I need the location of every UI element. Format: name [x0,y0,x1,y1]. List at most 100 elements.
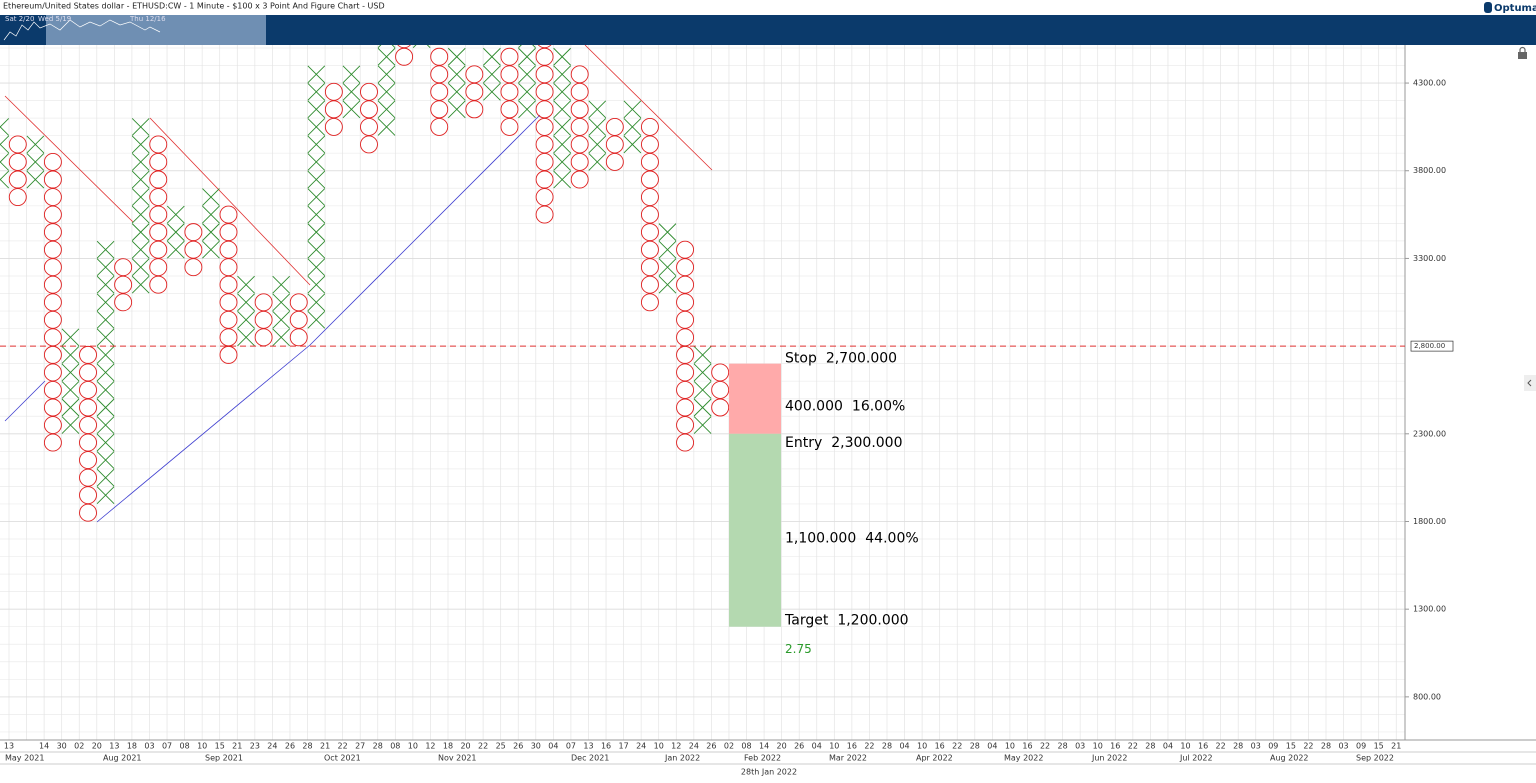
x-box [96,451,115,469]
x-column [131,118,150,294]
ratio-label: 2.75 [785,642,812,656]
x-box [307,205,326,224]
o-column [79,345,97,522]
y-tick-label: 800.00 [1413,692,1441,701]
o-box [535,82,554,101]
x-box [658,275,677,294]
x-column [447,47,466,119]
x-tick-label: 10 [829,742,839,751]
o-box [79,433,97,452]
x-box [237,293,255,312]
o-box [289,328,308,347]
o-box [360,100,378,119]
o-box [219,293,238,312]
entry-label-value: 2,300.000 [831,435,902,451]
o-box [605,117,624,136]
o-box [79,398,97,417]
x-box [377,100,396,119]
x-box [202,223,220,241]
x-tick-label: 22 [1303,742,1313,751]
o-box [43,275,62,294]
x-box [447,100,466,119]
x-column [96,240,115,504]
month-label: May 2022 [1004,754,1043,763]
x-box [307,135,326,154]
x-tick-label: 26 [285,742,295,751]
x-tick-label: 15 [1374,742,1384,751]
x-box [307,275,326,294]
o-box [79,503,97,522]
x-box [96,363,115,382]
x-box [131,205,150,224]
o-box [360,82,378,101]
x-tick-label: 20 [777,742,787,751]
o-box [676,381,695,399]
o-box [535,117,554,136]
o-column [430,47,449,136]
o-box [219,258,238,277]
o-box [430,65,449,84]
o-box [149,240,168,259]
x-tick-label: 18 [443,742,453,751]
trend-line [4,95,134,223]
month-label: Jul 2022 [1179,754,1213,763]
x-column [26,135,45,189]
x-box [342,65,361,84]
o-box [640,240,659,259]
side-panel-toggle[interactable] [1524,375,1536,391]
x-box [658,223,677,241]
x-box [131,188,150,206]
o-box [149,205,168,224]
o-box [535,170,554,189]
x-box [237,275,255,294]
trend-line [149,117,311,286]
x-box [202,240,220,259]
o-box [8,135,27,154]
o-box [360,117,378,136]
x-box [131,258,150,277]
logo-icon [1484,2,1492,13]
o-box [219,328,238,347]
x-box [342,83,361,101]
navigator-label: Wed 5/19 [38,15,71,23]
x-tick-label: 21 [1391,742,1401,751]
x-tick-label: 15 [215,742,225,751]
x-tick-label: 16 [847,742,857,751]
x-column [518,45,536,119]
x-tick-label: 16 [935,742,945,751]
x-box [131,275,150,294]
month-label: Jan 2022 [664,754,700,763]
month-label: Nov 2021 [438,754,477,763]
x-tick-label: 22 [1128,742,1138,751]
x-tick-label: 09 [1268,742,1278,751]
x-box [131,170,150,189]
o-box [79,468,97,487]
x-tick-label: 04 [987,742,997,751]
x-box [307,258,326,277]
x-box [553,135,571,154]
x-box [483,65,501,84]
o-box [43,310,62,329]
x-box [553,47,571,66]
o-box [149,188,168,206]
lock-icon [1518,52,1527,59]
x-tick-label: 08 [180,742,190,751]
x-column [61,328,80,434]
o-column [465,65,484,119]
month-label: Sep 2022 [1356,754,1394,763]
x-tick-label: 28 [970,742,980,751]
x-box [623,100,642,119]
x-box [96,486,115,504]
o-box [676,398,695,417]
o-box [219,240,238,259]
x-box [167,223,185,241]
o-box [570,100,589,119]
o-box [43,205,62,224]
o-column [605,117,624,171]
x-box [518,65,536,84]
x-box [131,135,150,154]
x-box [96,416,115,434]
navigator-label: Thu 12/16 [129,15,166,23]
x-box [307,170,326,189]
x-box [26,170,45,189]
